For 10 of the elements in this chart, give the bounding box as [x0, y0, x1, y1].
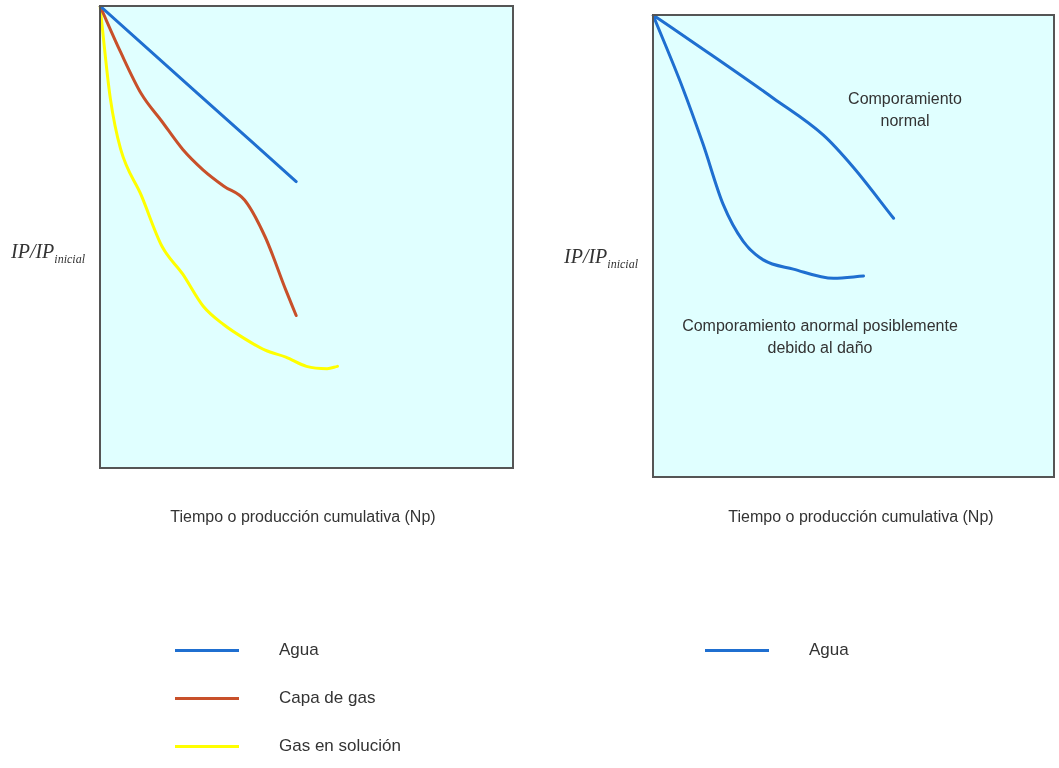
annotation: Comporamiento normal: [847, 89, 963, 132]
legend-label: Gas en solución: [279, 736, 401, 756]
y-axis-title: IP/IP$_{inicial}$: [563, 245, 639, 272]
x-axis-title: Tiempo o producción cumulativa (Np): [169, 508, 437, 526]
legend-label: Capa de gas: [279, 688, 376, 708]
legend-label: Agua: [809, 640, 849, 660]
annotation: Comporamiento anormal posiblemente debido al daño: [681, 316, 959, 359]
x-axis-title: Tiempo o producción cumulativa (Np): [727, 508, 995, 526]
legend-label: Agua: [279, 640, 319, 660]
y-axis-title: IP/IP$_{inicial}$: [10, 240, 86, 267]
